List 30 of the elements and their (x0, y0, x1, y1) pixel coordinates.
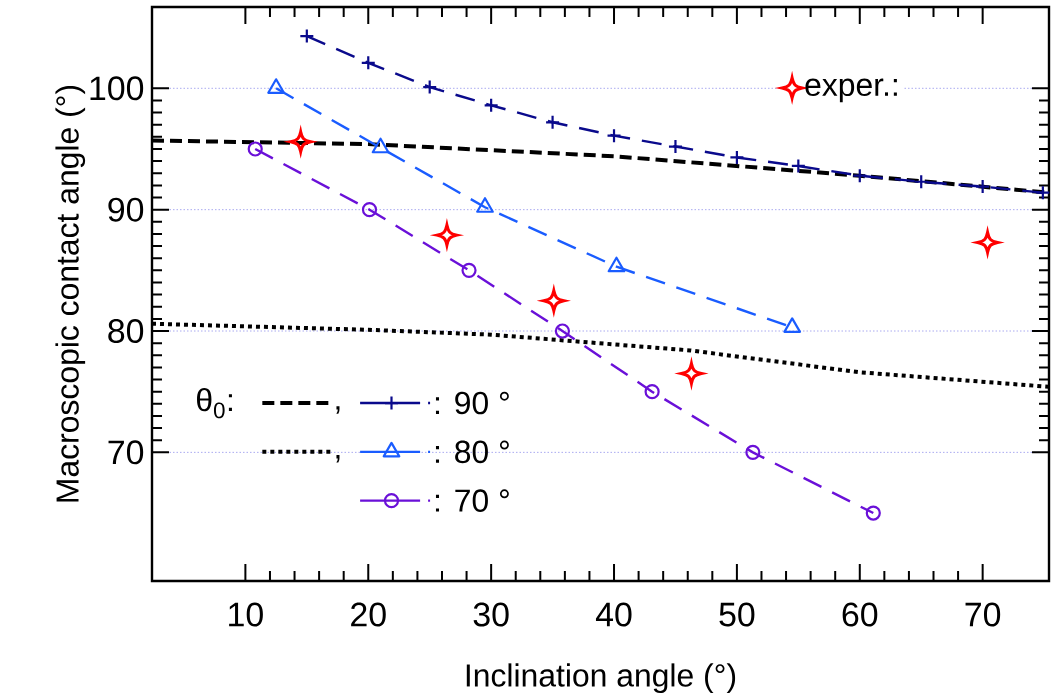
point (865, 505, 881, 521)
x-tick-label: 10 (229, 602, 263, 627)
point (1035, 185, 1051, 201)
x-tick-label: 50 (719, 602, 755, 627)
point (299, 28, 315, 44)
x-tick-label: 30 (473, 602, 509, 627)
point (644, 384, 660, 400)
legend-label: : 90 ° (435, 391, 509, 415)
y-tick-label: 70 (108, 440, 144, 465)
point (852, 168, 868, 184)
x-tick-label: 70 (965, 602, 1001, 627)
point (360, 55, 376, 71)
legend-label: , (336, 406, 340, 414)
legend-label: exper.: (805, 78, 897, 103)
y-tick-label: 80 (108, 319, 144, 343)
y-axis-title: Macroscopic contact angle (°) (55, 85, 86, 502)
legend-label: , (336, 455, 340, 463)
legend-label: : 70 ° (435, 489, 509, 512)
y-tick-label: 100 (90, 76, 144, 101)
x-axis-title: Inclination angle (°) (466, 663, 736, 694)
point (913, 174, 929, 190)
point (745, 444, 761, 460)
point (975, 179, 991, 195)
x-tick-label: 60 (842, 602, 878, 627)
x-tick-label: 40 (595, 602, 632, 627)
y-tick-label: 90 (108, 197, 144, 222)
x-tick-label: 20 (351, 602, 386, 627)
legend-title: θ$_{0}$: (197, 387, 232, 419)
point (247, 141, 263, 157)
legend-label: : 80 ° (435, 440, 509, 464)
